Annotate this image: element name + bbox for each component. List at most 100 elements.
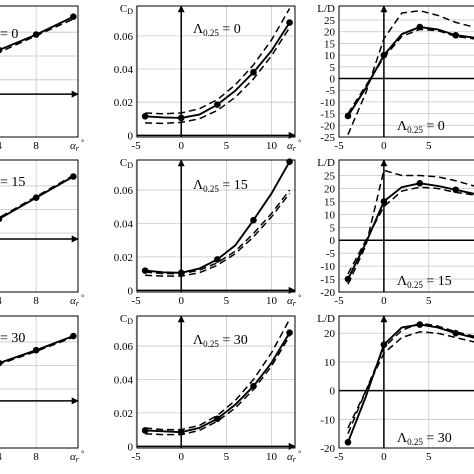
y-tick-label: -20: [320, 120, 335, 132]
y-tick-label: 10: [324, 357, 336, 369]
data-point: [416, 321, 424, 328]
series-line-dashed: [347, 186, 474, 275]
y-tick-label: 15: [324, 196, 336, 208]
x-tick-label: -5: [132, 451, 142, 463]
x-tick-label: 4: [0, 451, 2, 463]
data-point: [452, 186, 460, 194]
x-axis-label: αr°: [287, 293, 302, 308]
x-axis-label: αr°: [287, 138, 302, 153]
series-line-solid: [347, 26, 474, 117]
data-point: [177, 269, 185, 277]
data-point: [0, 215, 3, 223]
x-tick-label: 8: [33, 295, 39, 307]
y-tick-label: 5: [330, 222, 336, 234]
y-tick-label: 0.02: [114, 408, 133, 420]
data-point: [70, 173, 77, 180]
x-tick-label: 0: [178, 140, 184, 152]
sweep-annotation: Λ0.25 = 30: [193, 333, 248, 349]
y-axis-label: L/D: [317, 313, 335, 325]
series-line-solid: [0, 15, 74, 51]
series-line-dashed: [145, 192, 291, 277]
data-point: [380, 198, 388, 205]
series-line-solid: [347, 323, 474, 443]
y-tick-label: -20: [320, 443, 335, 455]
x-axis-label: αr°: [70, 138, 85, 153]
y-tick-label: 0.04: [114, 218, 134, 230]
sweep-annotation: = 15: [0, 175, 25, 190]
y-tick-label: 10: [324, 50, 336, 62]
x-tick-label: 5: [426, 451, 432, 463]
y-tick-label: 0: [330, 386, 336, 398]
plot-cl-30: -4048αr°= 30: [0, 315, 85, 464]
x-tick-label: 10: [266, 451, 278, 463]
x-tick-label: 0: [178, 295, 184, 307]
x-axis-label: αr°: [70, 449, 85, 464]
y-axis-label: L/D: [317, 3, 335, 15]
y-axis-label: CD: [120, 3, 133, 16]
x-tick-label: -5: [132, 140, 142, 152]
y-tick-label: 0: [128, 285, 134, 297]
y-tick-label: 15: [324, 38, 336, 50]
series-line-dashed: [145, 27, 291, 125]
data-point: [250, 69, 257, 76]
plot-frame: [0, 315, 79, 449]
x-tick-label: 5: [224, 451, 230, 463]
y-tick-label: 0: [128, 130, 134, 142]
x-tick-label: -5: [334, 451, 344, 463]
series-line-dashed: [0, 18, 74, 53]
series-line-solid: [0, 175, 74, 220]
series-line-dashed: [347, 9, 474, 135]
y-tick-label: 0.04: [114, 64, 134, 76]
y-tick-label: -10: [320, 97, 335, 109]
plot-frame: [0, 159, 79, 293]
y-tick-label: 5: [330, 62, 336, 74]
x-tick-label: 0: [381, 451, 387, 463]
series-line-dashed: [347, 322, 474, 434]
y-tick-label: -25: [320, 132, 335, 144]
series-line-dashed: [145, 189, 291, 275]
data-point: [286, 158, 293, 165]
x-tick-label: 5: [224, 295, 230, 307]
y-tick-label: 0: [330, 235, 336, 247]
data-point: [214, 415, 221, 423]
y-tick-label: -20: [320, 287, 335, 299]
y-tick-label: -10: [320, 414, 335, 426]
data-point: [452, 329, 460, 337]
sweep-annotation: Λ0.25 = 0: [397, 119, 445, 135]
y-axis-label: CD: [120, 157, 133, 170]
x-tick-label: 8: [33, 140, 39, 152]
series-line-dashed: [145, 335, 291, 436]
y-axis-label: CD: [120, 313, 133, 326]
x-axis-label: αr°: [70, 293, 85, 308]
y-tick-label: 20: [324, 328, 336, 340]
x-tick-label: 5: [426, 295, 432, 307]
data-point: [32, 194, 40, 202]
sweep-annotation: Λ0.25 = 15: [193, 178, 248, 194]
x-tick-label: 0: [178, 451, 184, 463]
y-tick-label: 0.06: [114, 341, 134, 353]
data-point: [344, 112, 352, 120]
y-tick-label: 25: [324, 171, 336, 183]
y-tick-label: -15: [320, 274, 335, 286]
x-tick-label: -5: [334, 295, 344, 307]
data-point: [416, 23, 424, 31]
series-line-solid: [0, 335, 74, 364]
sweep-annotation: = 30: [0, 331, 25, 346]
series-line-dashed: [145, 8, 291, 115]
x-tick-label: 0: [381, 295, 387, 307]
sweep-annotation: = 0: [0, 27, 18, 42]
sweep-annotation: Λ0.25 = 0: [193, 22, 241, 38]
data-point: [214, 101, 221, 108]
series-line-dashed: [347, 28, 474, 115]
x-tick-label: 4: [0, 295, 2, 307]
y-tick-label: -5: [326, 248, 336, 260]
y-tick-label: 0.02: [114, 252, 133, 264]
sweep-annotation: Λ0.25 = 30: [397, 431, 452, 447]
x-tick-label: 8: [33, 451, 39, 463]
x-tick-label: 10: [266, 295, 278, 307]
